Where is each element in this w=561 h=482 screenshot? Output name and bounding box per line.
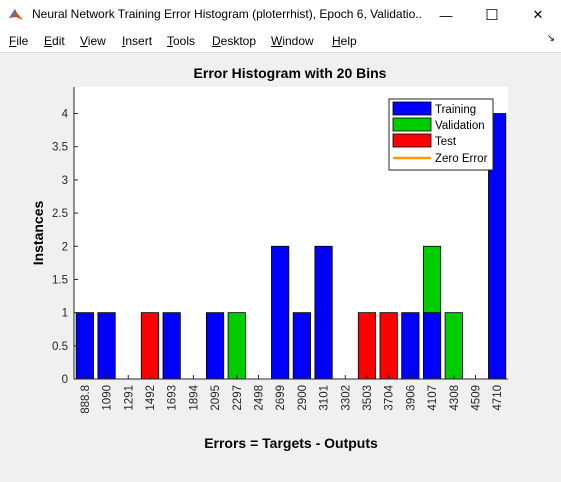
minimize-button[interactable]: — — [423, 0, 469, 30]
y-tick-label: 3.5 — [52, 142, 68, 154]
y-tick-label: 1.5 — [52, 274, 68, 286]
legend: Training Validation Test Zero Error — [389, 99, 493, 170]
bar-training-16 — [423, 313, 440, 379]
bar-training-1 — [98, 313, 115, 379]
bar-training-15 — [402, 313, 419, 379]
x-tick-label: 2095 — [210, 385, 222, 411]
y-axis-label: Instances — [30, 200, 46, 265]
y-tick-label: 0.5 — [52, 341, 68, 353]
legend-label-validation: Validation — [435, 120, 485, 132]
x-tick-label: 3704 — [384, 384, 396, 410]
x-tick-label: 888.8 — [80, 385, 92, 414]
bar-test-14 — [380, 313, 397, 379]
x-tick-label: 2900 — [297, 385, 309, 411]
y-tick-label: 2 — [62, 241, 68, 253]
menu-bar: File Edit View Insert Tools Desktop Wind… — [0, 30, 561, 53]
menu-view[interactable]: View — [80, 34, 106, 48]
x-tick-label: 3503 — [362, 385, 374, 411]
x-tick-label: 1090 — [102, 385, 114, 411]
y-tick-label: 0 — [62, 374, 68, 386]
close-icon: ✕ — [533, 7, 544, 23]
x-tick-label: 4308 — [449, 385, 461, 411]
x-tick-label: 1894 — [188, 384, 200, 410]
x-tick-label: 2498 — [253, 385, 265, 411]
dock-arrow-icon[interactable]: ↘ — [547, 33, 555, 44]
x-tick-label: 3906 — [405, 385, 417, 411]
chart-title: Error Histogram with 20 Bins — [194, 65, 387, 81]
bar-validation-7 — [228, 313, 245, 379]
menu-help[interactable]: Help — [332, 34, 357, 48]
x-tick-label: 1693 — [167, 385, 179, 411]
bar-training-11 — [315, 246, 332, 379]
legend-label-zero-error: Zero Error — [435, 153, 488, 165]
menu-edit[interactable]: Edit — [44, 34, 65, 48]
x-tick-label: 3101 — [319, 385, 331, 411]
bar-test-13 — [358, 313, 375, 379]
y-tick-label: 3 — [62, 175, 68, 187]
x-tick-label: 1291 — [123, 385, 135, 411]
bar-training-6 — [206, 313, 223, 379]
figure-area: Error Histogram with 20 Bins 0 0.5 1 1.5 2 2.… — [0, 53, 561, 477]
bar-validation-17 — [445, 313, 462, 379]
x-tick-label: 4509 — [470, 385, 482, 411]
maximize-icon: ☐ — [485, 6, 498, 24]
matlab-icon — [8, 7, 24, 23]
y-tick-label: 2.5 — [52, 208, 68, 220]
maximize-button[interactable]: ☐ — [469, 0, 515, 30]
y-tick-label: 4 — [62, 109, 69, 121]
y-tick-label: 1 — [62, 308, 68, 320]
bar-training-4 — [163, 313, 180, 379]
x-axis-ticks: 888.8 1090 1291 1492 1693 1894 2095 2297 2498 269… — [80, 375, 504, 414]
error-histogram-chart: Error Histogram with 20 Bins 0 0.5 1 1.5 2 2.… — [0, 53, 561, 477]
title-bar: Neural Network Training Error Histogram … — [0, 0, 561, 31]
x-tick-label: 2297 — [232, 385, 244, 411]
legend-label-test: Test — [435, 136, 457, 148]
bar-validation-16 — [423, 246, 440, 312]
x-tick-label: 3302 — [340, 385, 352, 411]
window-title: Neural Network Training Error Histogram … — [32, 7, 422, 21]
x-tick-label: 2699 — [275, 385, 287, 411]
bar-test-3 — [141, 313, 158, 379]
legend-label-training: Training — [435, 104, 476, 116]
legend-swatch-training — [393, 102, 431, 115]
menu-window[interactable]: Window — [271, 34, 314, 48]
menu-file[interactable]: File — [9, 34, 28, 48]
legend-swatch-validation — [393, 118, 431, 131]
bar-training-9 — [271, 246, 288, 379]
x-tick-label: 4107 — [427, 385, 439, 411]
x-axis-label: Errors = Targets - Outputs — [204, 435, 378, 451]
bar-training-0 — [76, 313, 93, 379]
legend-swatch-test — [393, 134, 431, 147]
x-tick-label: 1492 — [145, 385, 157, 411]
x-tick-label: 4710 — [492, 385, 504, 411]
close-button[interactable]: ✕ — [515, 0, 561, 30]
bar-training-10 — [293, 313, 310, 379]
menu-insert[interactable]: Insert — [122, 34, 152, 48]
menu-tools[interactable]: Tools — [167, 34, 195, 48]
menu-desktop[interactable]: Desktop — [212, 34, 256, 48]
minimize-icon: — — [440, 8, 453, 23]
